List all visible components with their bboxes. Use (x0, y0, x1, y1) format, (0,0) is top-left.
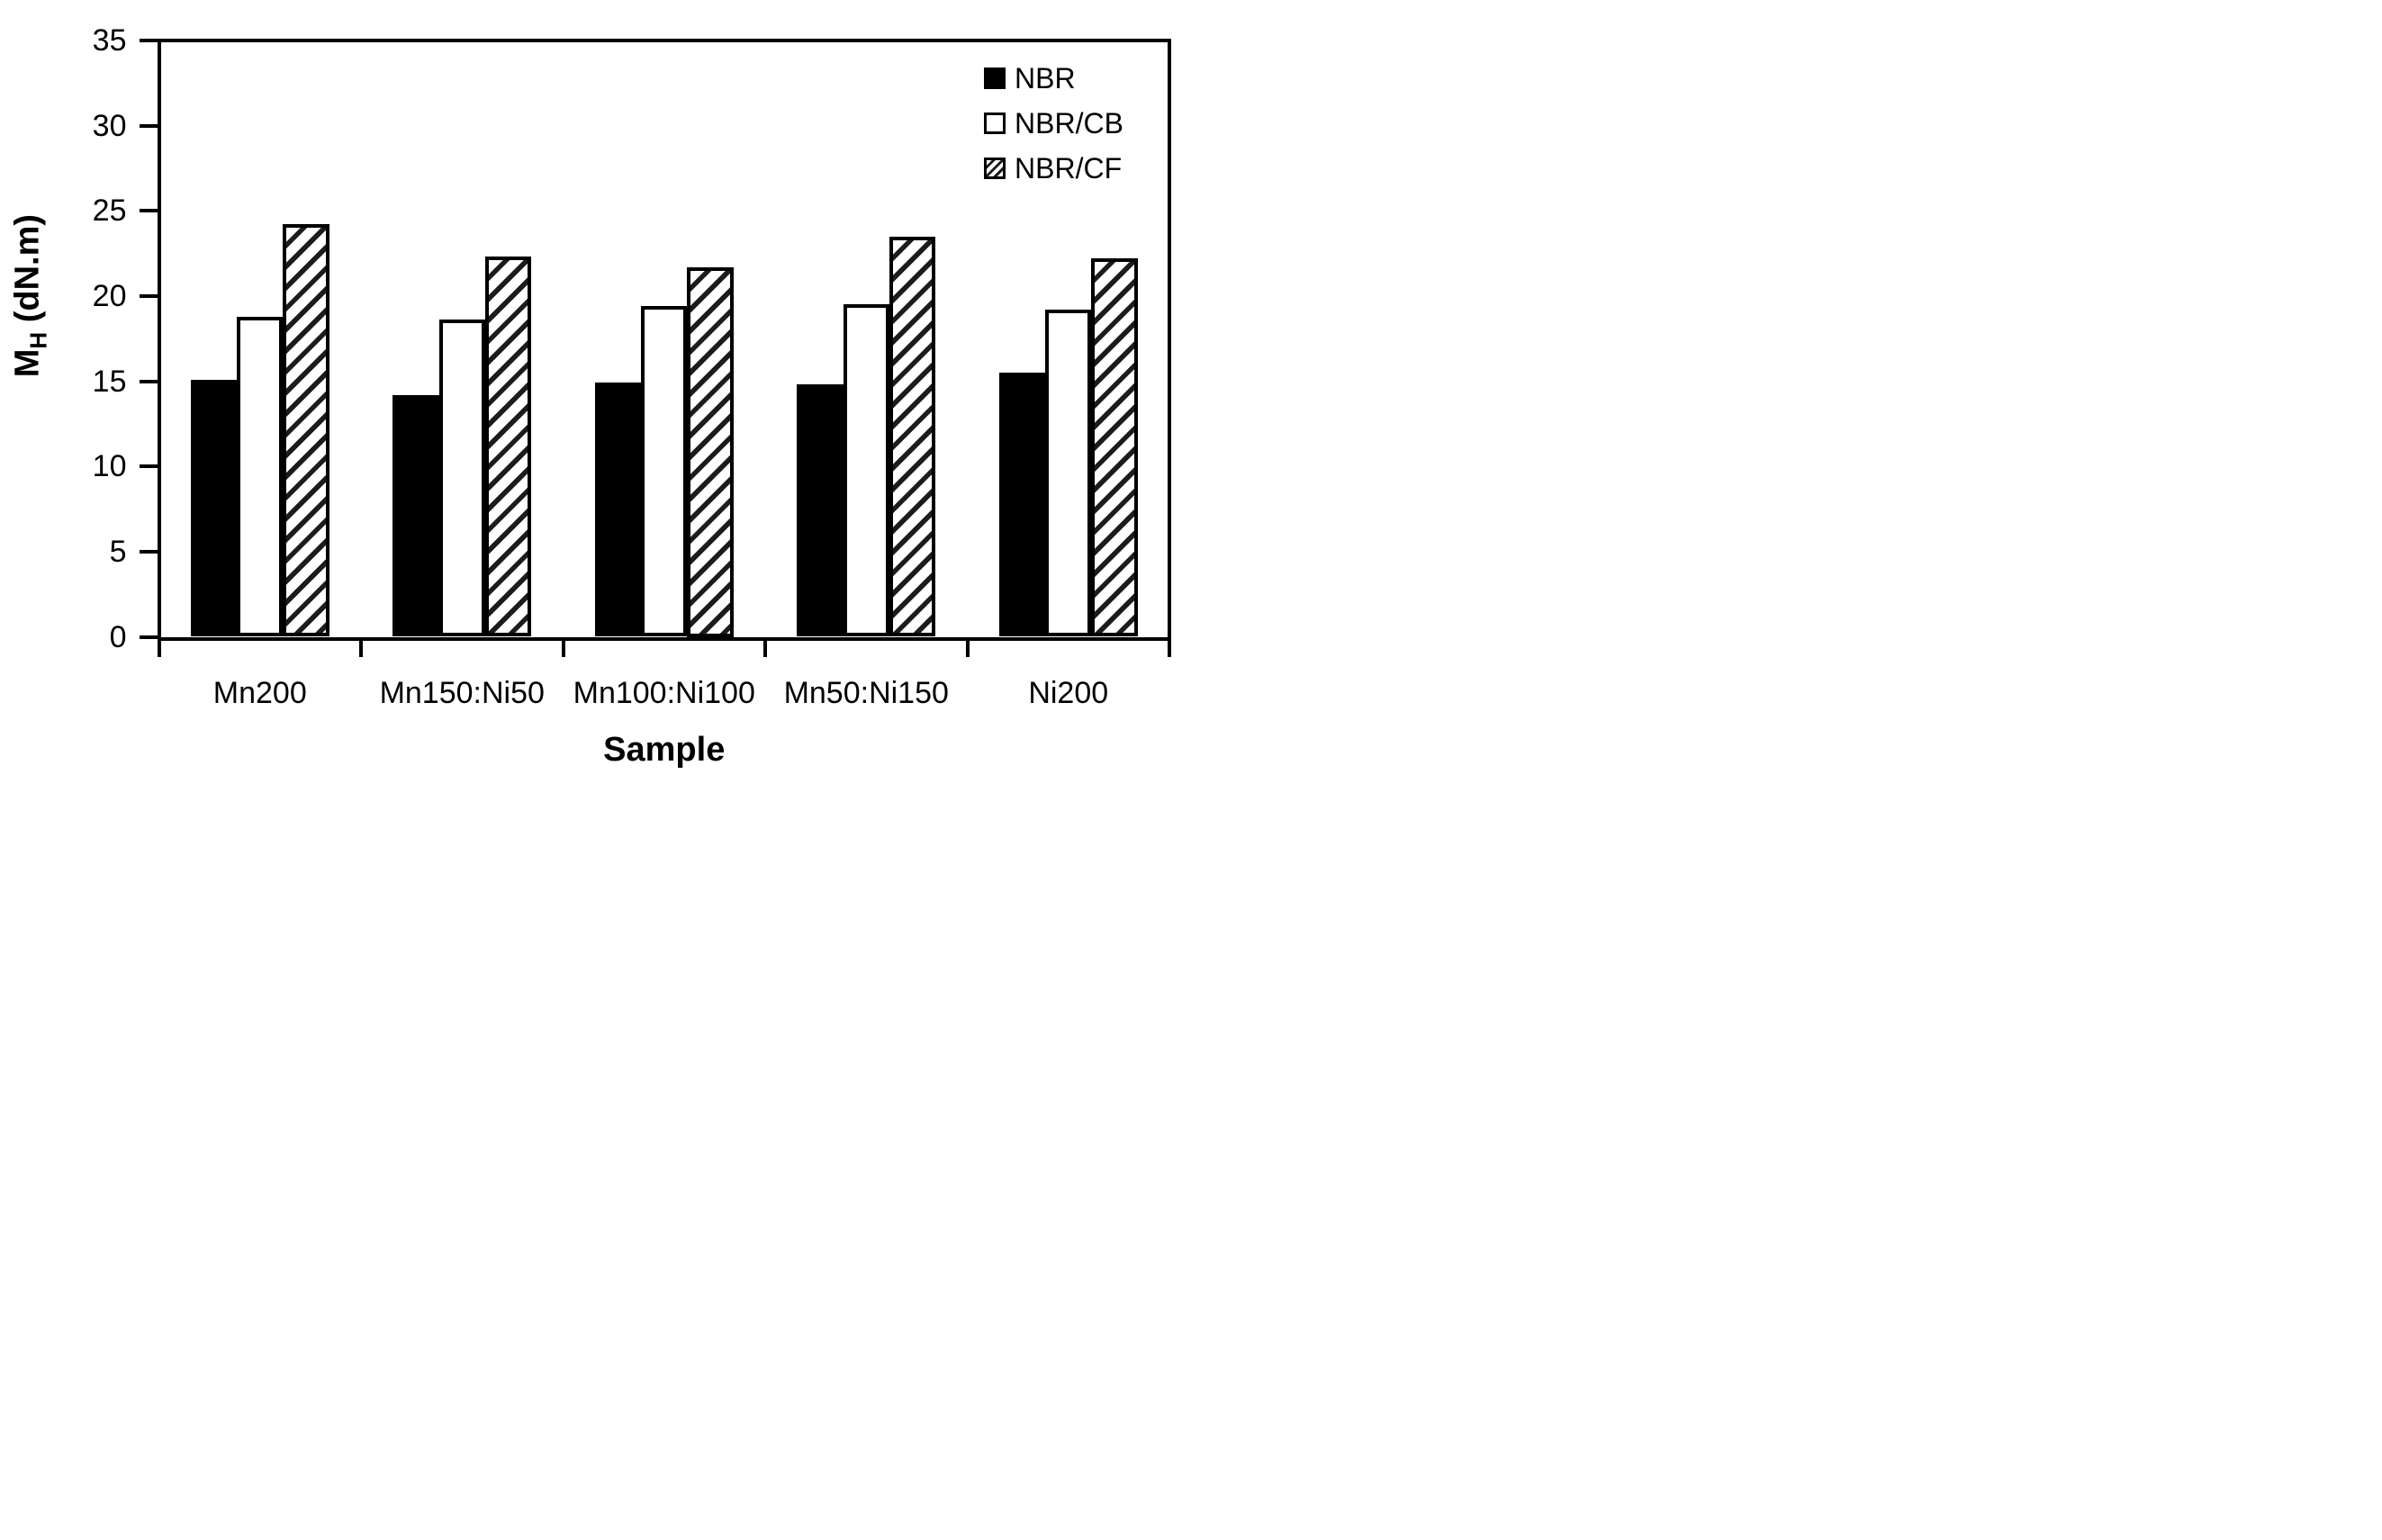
y-axis-tick (139, 464, 159, 469)
x-axis-tick (561, 636, 565, 657)
y-axis-title-units: (dN.m) (8, 213, 47, 332)
legend-swatch-solid-black (984, 68, 1006, 89)
y-axis-tick (139, 39, 159, 42)
y-axis-tick (139, 379, 159, 383)
x-axis-tick (965, 636, 970, 657)
x-category-label: Mn100:Ni100 (573, 675, 755, 710)
legend-item: NBR/CF (984, 146, 1123, 191)
x-category-label: Mn150:Ni50 (379, 675, 545, 710)
bar-nbr-mn200 (190, 379, 238, 637)
bar-nbr-cf-ni200 (1091, 258, 1138, 637)
bar-nbr-cf-mn200 (283, 224, 329, 637)
bar-nbr-ni200 (998, 373, 1046, 637)
y-axis-tick (139, 123, 159, 128)
y-axis-title-subscript: H (24, 331, 52, 349)
x-category-label: Mn200 (212, 675, 307, 710)
y-axis-tick (139, 293, 159, 298)
y-axis-tick (139, 635, 159, 639)
legend-swatch-white-outline (984, 113, 1006, 134)
bar-nbr-cb-mn50-ni150 (843, 304, 889, 637)
x-category-label: Ni200 (1028, 675, 1109, 710)
x-category-label: Mn50:Ni150 (783, 675, 949, 710)
y-axis-tick-label: 30 (92, 108, 127, 143)
bar-nbr-cf-mn150-ni50 (484, 257, 532, 637)
y-axis-tick (139, 549, 159, 554)
y-axis-tick-label: 0 (109, 619, 127, 654)
x-axis-tick (1168, 636, 1171, 657)
bar-nbr-cb-ni200 (1045, 310, 1092, 637)
y-axis-tick-label: 25 (92, 194, 127, 229)
y-axis-tick-label: 35 (92, 23, 127, 58)
y-axis-tick-label: 10 (92, 449, 127, 484)
y-axis-tick-label: 20 (92, 278, 127, 313)
legend-item: NBR/CB (984, 101, 1123, 146)
legend: NBR NBR/CB NBR/CF (984, 56, 1123, 191)
y-axis-tick-label: 5 (109, 534, 127, 569)
legend-label: NBR/CB (1015, 107, 1123, 140)
x-axis-tick (157, 636, 161, 657)
x-axis-tick (359, 636, 363, 657)
bar-chart: MH (dN.m) Sample NBR NBR/CB NBR/CF 0 5 10 15 2… (0, 0, 1191, 770)
legend-swatch-diagonal-hatch (984, 158, 1006, 179)
bar-nbr-cb-mn100-ni100 (641, 306, 688, 637)
bar-nbr-mn150-ni50 (392, 394, 439, 637)
y-axis-tick-label: 15 (92, 364, 127, 399)
legend-label: NBR (1015, 62, 1076, 95)
legend-label: NBR/CF (1015, 152, 1123, 185)
bar-nbr-mn100-ni100 (594, 383, 642, 637)
bar-nbr-mn50-ni150 (797, 384, 844, 637)
x-axis-tick (763, 636, 767, 657)
x-axis-title: Sample (603, 731, 726, 769)
bar-nbr-cf-mn50-ni150 (889, 236, 936, 637)
bar-nbr-cb-mn200 (237, 316, 284, 637)
bar-nbr-cb-mn150-ni50 (438, 320, 485, 637)
y-axis-title-main: M (8, 348, 47, 378)
y-axis-tick (139, 209, 159, 213)
legend-item: NBR (984, 56, 1123, 101)
bar-nbr-cf-mn100-ni100 (687, 266, 734, 637)
